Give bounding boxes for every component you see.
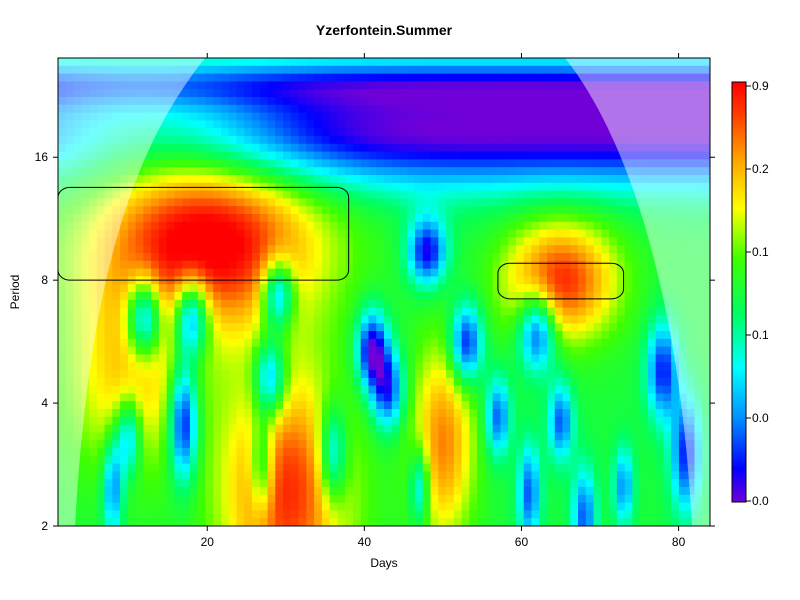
significance-contour xyxy=(497,262,625,300)
colorbar xyxy=(731,81,747,503)
colorbar-tick-label: 0.0 xyxy=(752,494,769,508)
colorbar-tick-label: 0.9 xyxy=(752,79,769,93)
chart-title: Yzerfontein.Summer xyxy=(316,22,453,38)
y-tick-label: 2 xyxy=(41,519,48,533)
x-tick-label: 60 xyxy=(515,535,529,549)
y-tick-label: 16 xyxy=(35,150,49,164)
significance-contour xyxy=(58,186,350,281)
x-tick-label: 40 xyxy=(358,535,372,549)
significance-contours xyxy=(58,186,625,300)
power-heatmap xyxy=(58,58,710,526)
y-tick-label: 4 xyxy=(41,396,48,410)
y-axis: 2 4 8 16 xyxy=(35,150,715,533)
y-tick-label: 8 xyxy=(41,273,48,287)
colorbar-tick-label: 0.2 xyxy=(752,162,769,176)
x-tick-label: 80 xyxy=(672,535,686,549)
colorbar-ticks: 0.0 0.0 0.1 0.1 0.2 0.9 xyxy=(746,79,769,508)
cone-of-influence xyxy=(58,58,710,526)
plot-frame xyxy=(57,57,711,527)
colorbar-tick-label: 0.1 xyxy=(752,328,769,342)
colorbar-tick-label: 0.0 xyxy=(752,411,769,425)
y-axis-label: Period xyxy=(8,275,22,310)
colorbar-tick-label: 0.1 xyxy=(752,245,769,259)
x-axis: 20 40 60 80 xyxy=(201,53,686,549)
x-axis-label: Days xyxy=(370,556,397,570)
x-tick-label: 20 xyxy=(201,535,215,549)
